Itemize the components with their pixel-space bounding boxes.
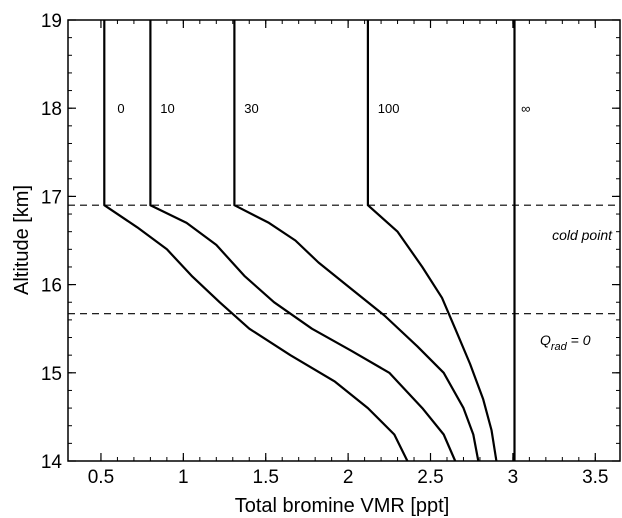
x-tick-label: 0.5	[88, 467, 114, 488]
y-tick-label: 15	[41, 364, 62, 385]
qrad-annotation: Qrad = 0	[540, 332, 591, 353]
x-tick-label: 1	[178, 467, 189, 488]
series-line	[149, 20, 457, 462]
x-tick-label: 2	[343, 467, 354, 488]
y-tick-label: 18	[41, 99, 62, 120]
series-line	[103, 20, 409, 462]
curve-label: 10	[160, 101, 174, 116]
y-tick-label: 16	[41, 276, 62, 297]
x-tick-label: 2.5	[417, 467, 443, 488]
curve-label: 100	[378, 101, 400, 116]
plot-frame	[67, 19, 621, 462]
series-line	[366, 20, 498, 462]
x-tick-label: 3	[508, 467, 519, 488]
curve-label: 30	[244, 101, 258, 116]
y-tick-label: 17	[41, 187, 62, 208]
cold-point-annotation: cold point	[552, 227, 613, 243]
series-line	[233, 20, 480, 462]
series-group	[103, 20, 516, 462]
curve-labels: 0 10 30 100 ∞	[117, 101, 530, 116]
x-tick-label: 1.5	[253, 467, 279, 488]
curve-label: ∞	[521, 101, 530, 116]
annotations: cold point Qrad = 0	[540, 227, 613, 353]
x-tick-label: 3.5	[582, 467, 608, 488]
y-tick-label: 19	[41, 11, 62, 32]
axes: 0.5 1 1.5 2 2.5 3 3.5 14 15 16 17 18 19	[41, 11, 621, 488]
y-axis-title: Altitude [km]	[11, 185, 33, 295]
reference-lines	[68, 204, 620, 315]
curve-label: 0	[117, 101, 124, 116]
x-axis-title: Total bromine VMR [ppt]	[235, 495, 450, 517]
y-tick-label: 14	[41, 452, 63, 473]
